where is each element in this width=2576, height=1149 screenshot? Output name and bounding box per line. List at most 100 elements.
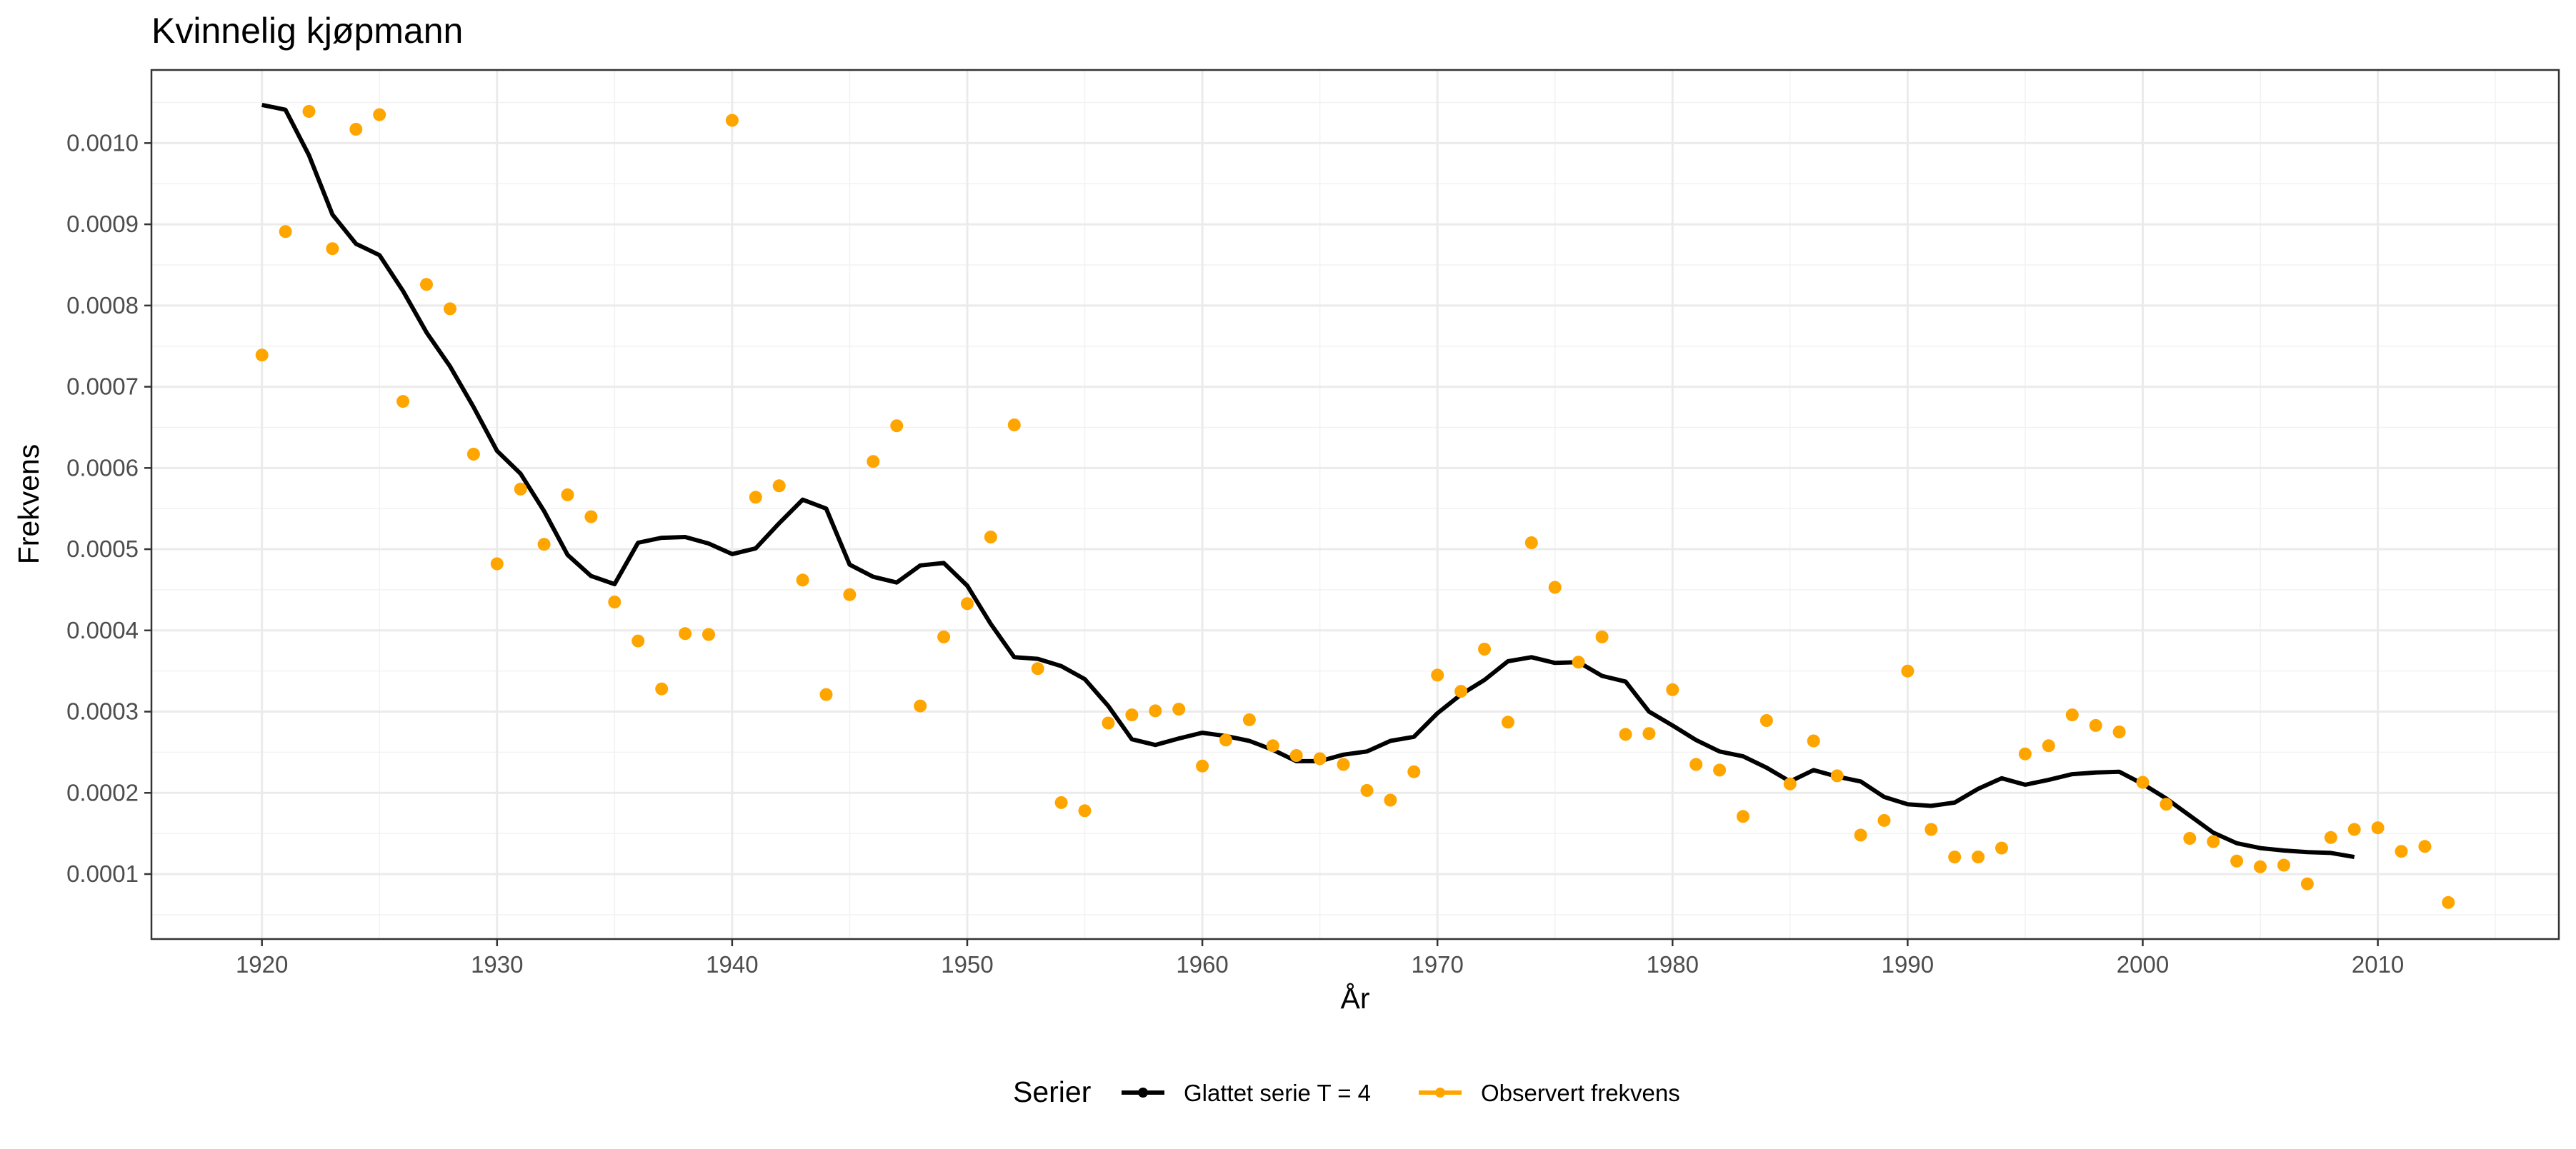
observed-point: [772, 479, 786, 493]
observed-point: [679, 627, 692, 641]
y-tick-label: 0.0005: [66, 536, 139, 562]
observed-point: [1713, 763, 1727, 777]
observed-point: [890, 419, 904, 433]
x-tick-label: 1990: [1882, 951, 1934, 978]
observed-point: [1737, 810, 1749, 823]
observed-point: [2018, 747, 2032, 761]
observed-point: [843, 588, 857, 601]
legend-title: Serier: [1013, 1075, 1091, 1108]
observed-point: [561, 488, 574, 501]
observed-point: [302, 105, 316, 118]
x-tick-label: 1980: [1647, 951, 1699, 978]
observed-point: [444, 302, 456, 316]
observed-point: [2347, 823, 2361, 836]
y-tick-label: 0.0002: [66, 779, 139, 806]
y-tick-label: 0.0003: [66, 698, 139, 725]
y-tick-label: 0.0004: [66, 617, 139, 643]
observed-point: [1972, 851, 1985, 864]
observed-point: [702, 628, 715, 641]
x-tick-label: 2000: [2117, 951, 2169, 978]
observed-point: [1666, 683, 1679, 696]
observed-point: [537, 538, 551, 551]
observed-point: [396, 395, 410, 408]
y-axis-title: Frekvens: [12, 444, 45, 565]
observed-point: [1149, 704, 1162, 718]
observed-point: [2112, 726, 2126, 738]
x-tick-label: 1950: [941, 951, 993, 978]
observed-point: [961, 597, 974, 611]
observed-point: [1031, 662, 1044, 676]
observed-point: [1054, 796, 1068, 809]
observed-point: [984, 531, 997, 543]
observed-point: [1266, 739, 1279, 753]
y-tick-label: 0.0008: [66, 292, 139, 318]
observed-point: [2300, 877, 2314, 890]
x-axis-title: År: [1341, 982, 1370, 1015]
legend-label-smoothed: Glattet serie T = 4: [1184, 1080, 1371, 1106]
observed-point: [1995, 841, 2008, 855]
observed-point: [584, 510, 598, 523]
observed-point: [1948, 851, 1962, 864]
observed-point: [2442, 895, 2455, 909]
observed-point: [2277, 858, 2290, 872]
observed-point: [1454, 685, 1468, 698]
observed-point: [1007, 418, 1021, 431]
y-tick-label: 0.0009: [66, 211, 139, 237]
y-tick-label: 0.0007: [66, 373, 139, 400]
observed-point: [1548, 581, 1562, 594]
observed-point: [420, 278, 433, 291]
observed-point: [1807, 734, 1820, 748]
observed-point: [1078, 804, 1092, 818]
observed-point: [373, 108, 386, 121]
observed-point: [326, 242, 339, 256]
observed-point: [1219, 733, 1232, 747]
observed-point: [937, 630, 951, 643]
y-tick-label: 0.0010: [66, 129, 139, 156]
observed-point: [255, 348, 269, 362]
observed-point: [796, 573, 809, 587]
observed-point: [867, 455, 880, 468]
observed-point: [2207, 835, 2220, 848]
chart-title: Kvinnelig kjøpmann: [151, 11, 463, 51]
legend-key-observed: [1419, 1088, 1462, 1098]
observed-point: [2160, 798, 2173, 811]
observed-point: [1242, 713, 1256, 726]
observed-point: [1407, 765, 1421, 778]
observed-series: [255, 105, 2455, 909]
observed-point: [655, 682, 669, 696]
smoothed-series-line: [261, 102, 2355, 860]
observed-point: [1337, 758, 1350, 771]
observed-point: [725, 114, 739, 127]
observed-point: [1524, 536, 1538, 549]
observed-point: [514, 482, 527, 496]
x-tick-label: 1930: [471, 951, 523, 978]
observed-point: [2371, 821, 2385, 835]
grid: [151, 70, 2559, 939]
observed-point: [1854, 828, 1867, 842]
observed-point: [1289, 749, 1303, 762]
observed-point: [2230, 854, 2244, 868]
observed-point: [1501, 716, 1514, 729]
legend-label-observed: Observert frekvens: [1481, 1080, 1680, 1106]
observed-point: [1924, 823, 1938, 836]
observed-point: [349, 123, 363, 136]
observed-point: [1125, 708, 1139, 722]
x-tick-label: 2010: [2352, 951, 2404, 978]
observed-point: [608, 596, 621, 608]
observed-point: [1619, 728, 1632, 741]
observed-point: [2254, 860, 2267, 873]
observed-point: [1313, 752, 1327, 766]
x-tick-label: 1940: [706, 951, 758, 978]
observed-point: [1196, 759, 1209, 773]
smoothed-series: [261, 102, 2355, 860]
observed-point: [631, 634, 645, 648]
observed-point: [1783, 777, 1797, 791]
observed-point: [1172, 703, 1186, 716]
observed-point: [749, 491, 762, 504]
observed-point: [2089, 718, 2102, 732]
x-tick-label: 1920: [236, 951, 288, 978]
observed-point: [279, 225, 292, 239]
observed-point: [490, 557, 504, 571]
observed-point: [1642, 727, 1656, 741]
observed-point: [466, 448, 480, 461]
